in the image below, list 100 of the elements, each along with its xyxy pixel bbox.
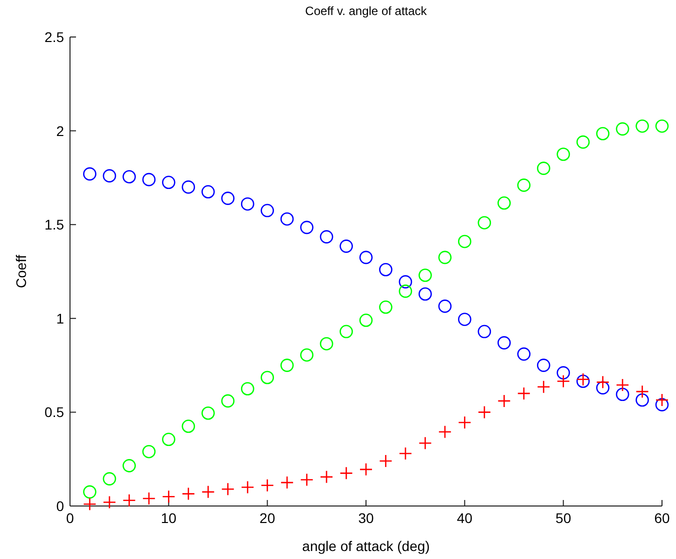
point bbox=[556, 148, 570, 161]
point bbox=[182, 487, 196, 500]
point bbox=[636, 384, 649, 398]
point bbox=[379, 300, 392, 314]
point bbox=[182, 420, 196, 433]
point bbox=[320, 230, 334, 244]
x-axis-title: angle of attack (deg) bbox=[302, 538, 430, 554]
point bbox=[418, 268, 432, 282]
x-tick-label: 50 bbox=[556, 510, 572, 526]
point bbox=[122, 494, 136, 508]
point bbox=[280, 476, 294, 490]
point bbox=[340, 324, 353, 338]
point bbox=[616, 378, 630, 392]
point bbox=[517, 347, 531, 361]
point bbox=[536, 162, 550, 175]
point bbox=[340, 240, 353, 253]
point bbox=[398, 446, 412, 460]
point bbox=[221, 192, 235, 205]
point bbox=[102, 472, 116, 486]
point bbox=[616, 122, 630, 136]
point bbox=[438, 425, 452, 439]
point bbox=[320, 337, 334, 350]
point bbox=[122, 459, 136, 472]
point bbox=[102, 496, 116, 509]
point bbox=[221, 394, 235, 408]
point bbox=[182, 180, 196, 194]
point bbox=[517, 178, 531, 192]
point bbox=[201, 485, 215, 499]
point bbox=[497, 196, 511, 210]
x-tick-label: 20 bbox=[260, 510, 276, 526]
point bbox=[300, 473, 314, 486]
point bbox=[359, 462, 373, 476]
x-tick-label: 0 bbox=[66, 510, 74, 526]
point bbox=[240, 197, 254, 211]
point bbox=[438, 300, 452, 313]
point bbox=[142, 172, 156, 186]
point bbox=[142, 492, 156, 506]
point bbox=[478, 216, 492, 230]
point bbox=[655, 398, 669, 412]
point bbox=[556, 366, 570, 380]
y-tick-label: 1 bbox=[56, 310, 64, 326]
point bbox=[240, 382, 254, 396]
point bbox=[83, 497, 96, 511]
point bbox=[320, 470, 334, 484]
point bbox=[655, 119, 669, 133]
point bbox=[536, 380, 550, 394]
point bbox=[142, 444, 156, 458]
point bbox=[576, 135, 590, 149]
point bbox=[497, 394, 511, 408]
point bbox=[556, 374, 570, 388]
point bbox=[636, 119, 649, 133]
x-tick-label: 60 bbox=[654, 510, 670, 526]
point bbox=[260, 204, 274, 218]
point bbox=[162, 432, 176, 446]
point bbox=[379, 262, 392, 276]
point bbox=[438, 250, 452, 264]
point bbox=[398, 275, 412, 288]
point bbox=[536, 358, 550, 372]
point bbox=[478, 324, 492, 338]
x-tick-label: 30 bbox=[358, 510, 374, 526]
point bbox=[458, 312, 472, 326]
y-tick-label: 1.5 bbox=[44, 216, 64, 233]
point bbox=[300, 348, 314, 362]
point bbox=[162, 176, 176, 190]
point bbox=[83, 485, 96, 499]
point bbox=[517, 386, 531, 400]
point bbox=[418, 436, 432, 450]
point bbox=[418, 287, 432, 301]
point bbox=[596, 381, 610, 394]
point bbox=[379, 454, 392, 468]
x-tick-label: 40 bbox=[456, 510, 473, 526]
point bbox=[201, 406, 215, 420]
x-tick-label: 10 bbox=[160, 510, 177, 526]
point bbox=[300, 220, 314, 234]
point bbox=[102, 169, 116, 182]
point bbox=[260, 478, 274, 492]
point bbox=[83, 167, 96, 181]
point bbox=[596, 126, 610, 140]
point bbox=[616, 388, 630, 402]
point bbox=[340, 466, 353, 480]
y-tick-label: 0.5 bbox=[44, 404, 64, 420]
y-axis-title: Coeff bbox=[13, 254, 29, 288]
point bbox=[497, 336, 511, 350]
point bbox=[458, 416, 472, 430]
y-tick-label: 0 bbox=[56, 498, 64, 514]
point bbox=[359, 250, 373, 264]
point bbox=[221, 482, 235, 496]
point bbox=[636, 393, 649, 407]
chart-title: Coeff v. angle of attack bbox=[305, 4, 428, 18]
point bbox=[398, 284, 412, 298]
point bbox=[359, 314, 373, 327]
point bbox=[122, 170, 136, 184]
point bbox=[201, 185, 215, 198]
point bbox=[280, 358, 294, 372]
point bbox=[240, 480, 254, 494]
point bbox=[655, 393, 669, 407]
y-tick-label: 2 bbox=[56, 122, 64, 139]
point bbox=[280, 212, 294, 226]
point bbox=[162, 490, 176, 504]
point bbox=[260, 370, 274, 384]
